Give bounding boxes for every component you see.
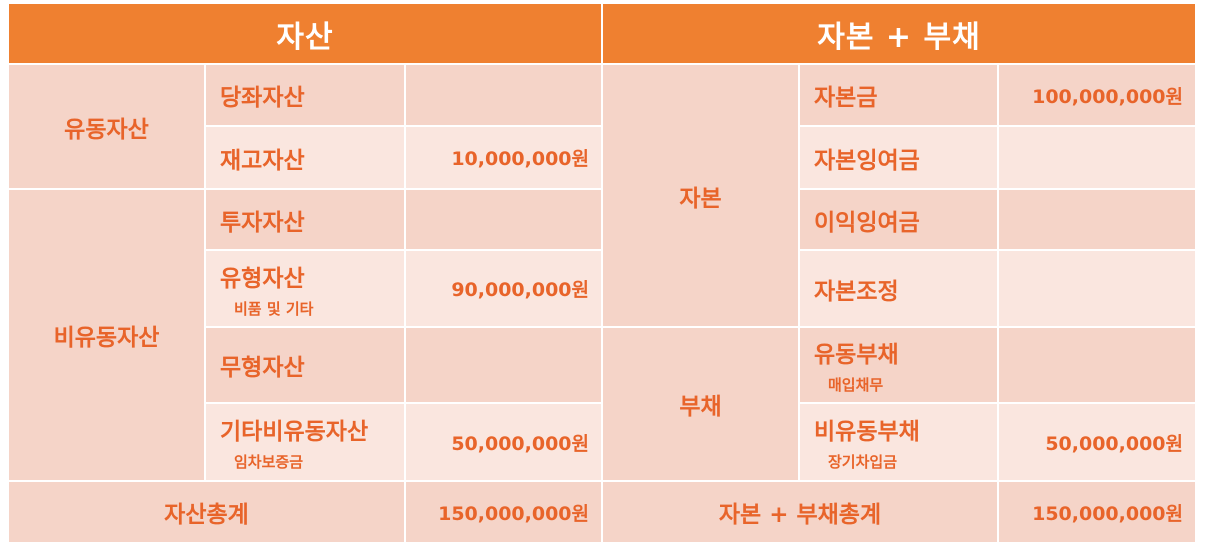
capital-liabilities-total-amount: 150,000,000원 bbox=[1032, 502, 1183, 525]
group-current-assets-label: 유동자산 bbox=[64, 116, 149, 143]
group-liabilities-label: 부채 bbox=[679, 394, 722, 420]
item-capital-stock-label: 자본금 bbox=[814, 85, 878, 111]
item-retained-earnings: 이익잉여금 bbox=[800, 190, 997, 249]
header-capital-liabilities: 자본 + 부채 bbox=[603, 4, 1195, 63]
item-other-noncurrent-assets: 기타비유동자산 임차보증금 bbox=[206, 404, 404, 480]
item-intangible-assets-label: 무형자산 bbox=[220, 355, 305, 381]
group-capital-label: 자본 bbox=[679, 185, 722, 212]
header-assets-label: 자산 bbox=[276, 19, 334, 55]
assets-total-amount-cell: 150,000,000원 bbox=[406, 482, 601, 542]
item-intangible-assets: 무형자산 bbox=[206, 328, 404, 402]
amount-noncurrent-liabilities-value: 50,000,000원 bbox=[1045, 432, 1183, 455]
item-inventory-label: 재고자산 bbox=[220, 147, 305, 174]
item-quick-assets-label: 당좌자산 bbox=[220, 85, 305, 111]
group-liabilities: 부채 bbox=[603, 328, 798, 480]
item-tangible-assets-label: 유형자산 bbox=[220, 265, 305, 292]
item-inventory: 재고자산 bbox=[206, 127, 404, 188]
amount-other-noncurrent-assets: 50,000,000원 bbox=[406, 404, 601, 480]
header-assets: 자산 bbox=[9, 4, 601, 63]
amount-capital-stock-value: 100,000,000원 bbox=[1032, 85, 1183, 108]
amount-tangible-assets: 90,000,000원 bbox=[406, 251, 601, 326]
item-other-noncurrent-assets-label: 기타비유동자산 bbox=[220, 419, 369, 445]
item-tangible-assets-sub: 비품 및 기타 bbox=[234, 299, 314, 318]
amount-retained-earnings bbox=[999, 190, 1195, 249]
item-other-noncurrent-assets-sub: 임차보증금 bbox=[234, 453, 304, 471]
item-current-liabilities-label: 유동부채 bbox=[814, 342, 899, 368]
group-noncurrent-assets-label: 비유동자산 bbox=[53, 325, 160, 351]
item-capital-stock: 자본금 bbox=[800, 65, 997, 125]
group-noncurrent-assets: 비유동자산 bbox=[9, 190, 204, 480]
item-current-liabilities-sub: 매입채무 bbox=[828, 376, 884, 394]
item-tangible-assets: 유형자산 비품 및 기타 bbox=[206, 251, 404, 326]
amount-other-noncurrent-assets-value: 50,000,000원 bbox=[451, 432, 589, 455]
amount-tangible-assets-value: 90,000,000원 bbox=[451, 279, 589, 301]
assets-total-label-cell: 자산총계 bbox=[9, 482, 404, 542]
assets-total-label: 자산총계 bbox=[164, 502, 249, 528]
amount-capital-surplus bbox=[999, 127, 1195, 188]
item-capital-adjustment-label: 자본조정 bbox=[814, 278, 899, 305]
assets-total-amount: 150,000,000원 bbox=[438, 502, 589, 525]
amount-capital-adjustment bbox=[999, 251, 1195, 326]
item-noncurrent-liabilities: 비유동부채 장기차입금 bbox=[800, 404, 997, 480]
item-current-liabilities: 유동부채 매입채무 bbox=[800, 328, 997, 402]
amount-noncurrent-liabilities: 50,000,000원 bbox=[999, 404, 1195, 480]
item-noncurrent-liabilities-sub: 장기차입금 bbox=[828, 453, 898, 471]
amount-capital-stock: 100,000,000원 bbox=[999, 65, 1195, 125]
amount-inventory: 10,000,000원 bbox=[406, 127, 601, 188]
item-capital-adjustment: 자본조정 bbox=[800, 251, 997, 326]
item-retained-earnings-label: 이익잉여금 bbox=[814, 209, 920, 236]
item-investment-assets: 투자자산 bbox=[206, 190, 404, 249]
group-current-assets: 유동자산 bbox=[9, 65, 204, 188]
item-investment-assets-label: 투자자산 bbox=[220, 209, 305, 236]
amount-quick-assets bbox=[406, 65, 601, 125]
item-capital-surplus-label: 자본잉여금 bbox=[814, 147, 920, 174]
capital-liabilities-total-label-cell: 자본 + 부채총계 bbox=[603, 482, 997, 542]
capital-liabilities-total-amount-cell: 150,000,000원 bbox=[999, 482, 1195, 542]
header-capital-liabilities-label: 자본 + 부채 bbox=[817, 19, 981, 55]
capital-liabilities-total-label: 자본 + 부채총계 bbox=[718, 502, 882, 528]
amount-intangible-assets bbox=[406, 328, 601, 402]
item-capital-surplus: 자본잉여금 bbox=[800, 127, 997, 188]
amount-inventory-value: 10,000,000원 bbox=[451, 148, 589, 170]
item-quick-assets: 당좌자산 bbox=[206, 65, 404, 125]
group-capital: 자본 bbox=[603, 65, 798, 326]
item-noncurrent-liabilities-label: 비유동부채 bbox=[814, 419, 920, 445]
amount-current-liabilities bbox=[999, 328, 1195, 402]
amount-investment-assets bbox=[406, 190, 601, 249]
